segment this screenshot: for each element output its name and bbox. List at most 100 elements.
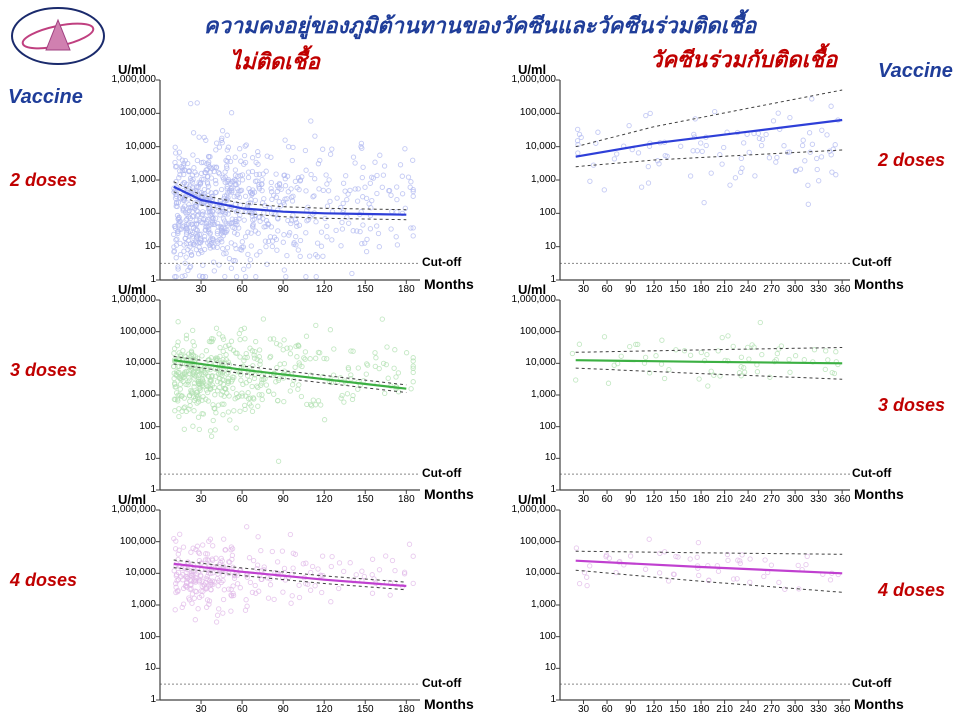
y-tick-label: 1 [496,694,556,705]
x-tick-label: 330 [807,704,831,715]
y-tick-label: 1,000 [96,599,156,610]
x-tick-label: 180 [689,494,713,505]
x-tick-label: 90 [271,284,295,295]
x-tick-label: 240 [736,494,760,505]
y-tick-label: 100,000 [96,536,156,547]
x-tick-label: 300 [783,284,807,295]
x-tick-label: 90 [619,494,643,505]
cutoff-label: Cut-off [422,255,461,269]
y-tick-label: 100 [96,631,156,642]
y-tick-label: 100,000 [96,326,156,337]
vaccine-label-right: Vaccine [878,60,953,83]
y-tick-label: 100 [496,631,556,642]
panel-right-row1 [560,300,850,490]
y-tick-label: 10,000 [496,141,556,152]
x-tick-label: 210 [713,284,737,295]
y-tick-label: 100 [496,421,556,432]
dose-label-3-right: 3 doses [878,395,945,416]
x-tick-label: 270 [760,704,784,715]
x-tick-label: 120 [642,284,666,295]
x-tick-label: 240 [736,704,760,715]
y-axis-unit: U/ml [118,492,146,507]
y-tick-label: 1,000 [96,389,156,400]
y-axis-unit: U/ml [118,282,146,297]
y-tick-label: 10,000 [496,357,556,368]
x-tick-label: 180 [689,704,713,715]
dose-label-4-left: 4 doses [10,570,77,591]
x-tick-label: 150 [353,284,377,295]
x-axis-unit: Months [854,696,904,712]
chart-page: { "main_title": "ความคงอยู่ของภูมิต้านทา… [0,0,960,720]
y-tick-label: 100 [96,421,156,432]
x-tick-label: 180 [394,704,418,715]
y-tick-label: 10,000 [96,141,156,152]
x-tick-label: 150 [666,284,690,295]
x-tick-label: 330 [807,284,831,295]
y-tick-label: 10 [496,241,556,252]
y-tick-label: 10,000 [96,357,156,368]
y-tick-label: 100 [96,207,156,218]
dose-label-4-right: 4 doses [878,580,945,601]
y-axis-unit: U/ml [518,62,546,77]
x-tick-label: 210 [713,704,737,715]
dose-label-2-left: 2 doses [10,170,77,191]
x-tick-label: 150 [353,704,377,715]
x-tick-label: 30 [189,494,213,505]
x-tick-label: 360 [830,494,854,505]
x-tick-label: 330 [807,494,831,505]
main-title: ความคงอยู่ของภูมิต้านทานของวัคซีนและวัคซ… [0,8,960,43]
x-tick-label: 270 [760,494,784,505]
x-tick-label: 30 [189,704,213,715]
x-tick-label: 90 [271,704,295,715]
x-tick-label: 150 [666,494,690,505]
x-tick-label: 60 [230,284,254,295]
cutoff-label: Cut-off [852,676,891,690]
x-tick-label: 180 [394,284,418,295]
x-tick-label: 30 [189,284,213,295]
x-tick-label: 120 [312,704,336,715]
vaccine-label-left: Vaccine [8,86,83,109]
x-tick-label: 90 [271,494,295,505]
x-tick-label: 120 [642,704,666,715]
x-axis-unit: Months [424,696,474,712]
panel-right-row0 [560,80,850,280]
cutoff-label: Cut-off [422,676,461,690]
y-tick-label: 1 [96,694,156,705]
y-axis-unit: U/ml [518,492,546,507]
x-axis-unit: Months [854,486,904,502]
y-tick-label: 10,000 [96,567,156,578]
x-tick-label: 150 [666,704,690,715]
x-axis-unit: Months [424,276,474,292]
x-tick-label: 60 [595,704,619,715]
y-tick-label: 100,000 [496,536,556,547]
panel-left-row0 [160,80,420,280]
x-tick-label: 120 [312,494,336,505]
x-tick-label: 30 [572,494,596,505]
y-tick-label: 10 [96,241,156,252]
x-tick-label: 360 [830,704,854,715]
y-tick-label: 100,000 [496,326,556,337]
y-tick-label: 10 [96,452,156,463]
y-tick-label: 10 [496,662,556,673]
x-tick-label: 60 [230,494,254,505]
y-tick-label: 1,000 [496,389,556,400]
panel-right-row2 [560,510,850,700]
x-axis-unit: Months [854,276,904,292]
left-column-title: ไม่ติดเชื้อ [230,44,320,79]
dose-label-3-left: 3 doses [10,360,77,381]
dose-label-2-right: 2 doses [878,150,945,171]
panel-left-row1 [160,300,420,490]
x-tick-label: 30 [572,704,596,715]
y-axis-unit: U/ml [518,282,546,297]
cutoff-label: Cut-off [422,466,461,480]
y-tick-label: 10 [96,662,156,673]
y-tick-label: 1,000 [496,174,556,185]
y-tick-label: 10 [496,452,556,463]
x-tick-label: 90 [619,284,643,295]
cutoff-label: Cut-off [852,466,891,480]
right-column-title: วัคซีนร่วมกับติดเชื้อ [650,42,837,77]
y-tick-label: 100,000 [96,107,156,118]
x-tick-label: 180 [689,284,713,295]
x-tick-label: 180 [394,494,418,505]
x-tick-label: 360 [830,284,854,295]
